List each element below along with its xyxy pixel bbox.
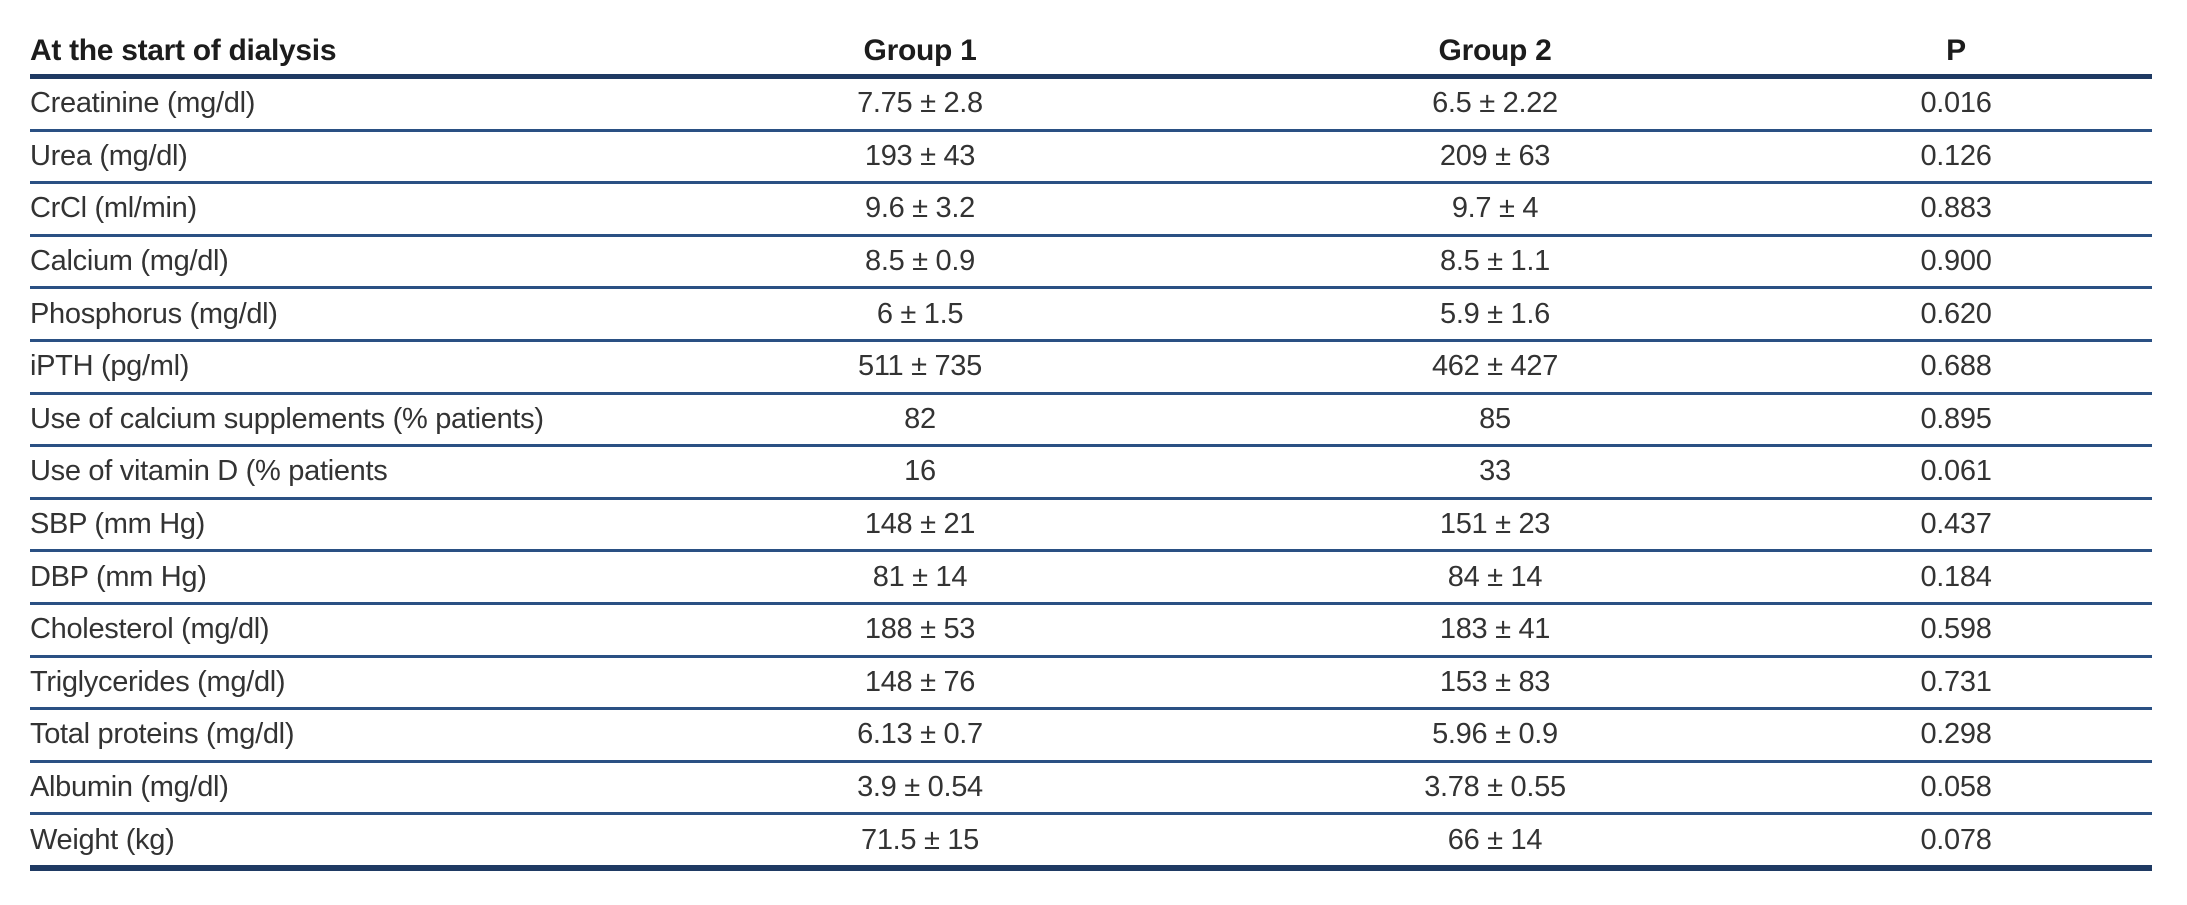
column-header-group2: Group 2	[1438, 34, 1552, 67]
group2-value: 462 ± 427	[1431, 350, 1559, 383]
table-row: Use of vitamin D (% patients 16 33 0.061	[30, 447, 2152, 500]
group2-value: 66 ± 14	[1447, 823, 1543, 856]
group2-value: 8.5 ± 1.1	[1440, 245, 1550, 278]
group2-value: 153 ± 83	[1439, 665, 1551, 698]
column-header-p-value: P	[1946, 34, 1966, 67]
table-header-row: At the start of dialysis Group 1 Group 2…	[30, 16, 2152, 79]
row-label: Albumin (mg/dl)	[30, 771, 229, 804]
group2-value: 3.78 ± 0.55	[1424, 771, 1566, 804]
table-row: Weight (kg) 71.5 ± 15 66 ± 14 0.078	[30, 815, 2152, 871]
group1-value: 82	[904, 402, 936, 435]
table-row: DBP (mm Hg) 81 ± 14 84 ± 14 0.184	[30, 552, 2152, 605]
group1-value: 6 ± 1.5	[876, 297, 964, 330]
group1-value: 193 ± 43	[864, 139, 976, 172]
group1-value: 148 ± 21	[864, 508, 976, 541]
group2-value: 151 ± 23	[1439, 508, 1551, 541]
row-label: CrCl (ml/min)	[30, 192, 197, 225]
row-label: Calcium (mg/dl)	[30, 245, 229, 278]
column-header-group1: Group 1	[863, 34, 977, 67]
table-body: Creatinine (mg/dl) 7.75 ± 2.8 6.5 ± 2.22 0.…	[30, 79, 2152, 871]
group2-value: 5.96 ± 0.9	[1432, 718, 1558, 751]
p-value: 0.437	[1920, 508, 1992, 541]
p-value: 0.620	[1920, 297, 1992, 330]
group2-value: 85	[1479, 402, 1511, 435]
p-value: 0.731	[1920, 665, 1992, 698]
table-row: Triglycerides (mg/dl) 148 ± 76 153 ± 83 0.7…	[30, 658, 2152, 711]
table-row: SBP (mm Hg) 148 ± 21 151 ± 23 0.437	[30, 500, 2152, 553]
group1-value: 8.5 ± 0.9	[865, 245, 975, 278]
p-value: 0.184	[1920, 560, 1992, 593]
p-value: 0.298	[1920, 718, 1992, 751]
table-row: Urea (mg/dl) 193 ± 43 209 ± 63 0.126	[30, 132, 2152, 185]
p-value: 0.058	[1920, 771, 1992, 804]
dialysis-baseline-table: At the start of dialysis Group 1 Group 2…	[30, 16, 2152, 871]
group1-value: 148 ± 76	[864, 665, 976, 698]
table-row: Phosphorus (mg/dl) 6 ± 1.5 5.9 ± 1.6 0.620	[30, 289, 2152, 342]
p-value: 0.061	[1920, 455, 1992, 488]
group1-value: 511 ± 735	[858, 350, 982, 383]
group1-value: 6.13 ± 0.7	[857, 718, 983, 751]
group1-value: 9.6 ± 3.2	[865, 192, 975, 225]
group2-value: 183 ± 41	[1439, 613, 1551, 646]
table-row: Calcium (mg/dl) 8.5 ± 0.9 8.5 ± 1.1 0.900	[30, 237, 2152, 290]
group1-value: 71.5 ± 15	[860, 823, 980, 856]
row-label: Use of calcium supplements (% patients)	[30, 402, 544, 435]
group1-value: 81 ± 14	[872, 560, 968, 593]
p-value: 0.900	[1920, 245, 1992, 278]
row-label: SBP (mm Hg)	[30, 508, 206, 541]
p-value: 0.598	[1920, 613, 1992, 646]
row-label: Triglycerides (mg/dl)	[30, 665, 286, 698]
row-label: DBP (mm Hg)	[30, 560, 207, 593]
p-value: 0.895	[1920, 402, 1992, 435]
table-row: iPTH (pg/ml) 511 ± 735 462 ± 427 0.688	[30, 342, 2152, 395]
group1-value: 16	[904, 455, 936, 488]
group1-value: 3.9 ± 0.54	[857, 771, 983, 804]
table-row: Albumin (mg/dl) 3.9 ± 0.54 3.78 ± 0.55 0.05…	[30, 763, 2152, 816]
table-row: Cholesterol (mg/dl) 188 ± 53 183 ± 41 0.598	[30, 605, 2152, 658]
p-value: 0.126	[1920, 139, 1992, 172]
group2-value: 209 ± 63	[1439, 139, 1551, 172]
group2-value: 84 ± 14	[1447, 560, 1543, 593]
table-row: Total proteins (mg/dl) 6.13 ± 0.7 5.96 ± 0…	[30, 710, 2152, 763]
group1-value: 7.75 ± 2.8	[857, 87, 983, 120]
row-label: Cholesterol (mg/dl)	[30, 613, 270, 646]
group2-value: 9.7 ± 4	[1451, 192, 1539, 225]
table-row: CrCl (ml/min) 9.6 ± 3.2 9.7 ± 4 0.883	[30, 184, 2152, 237]
p-value: 0.883	[1920, 192, 1992, 225]
row-label: iPTH (pg/ml)	[30, 350, 190, 383]
p-value: 0.078	[1920, 823, 1992, 856]
column-header-parameter: At the start of dialysis	[30, 34, 337, 67]
row-label: Phosphorus (mg/dl)	[30, 297, 278, 330]
table-row: Use of calcium supplements (% patients) 8…	[30, 395, 2152, 448]
row-label: Use of vitamin D (% patients	[30, 455, 388, 488]
table-row: Creatinine (mg/dl) 7.75 ± 2.8 6.5 ± 2.22 0.…	[30, 79, 2152, 132]
group1-value: 188 ± 53	[864, 613, 976, 646]
group2-value: 6.5 ± 2.22	[1432, 87, 1558, 120]
row-label: Urea (mg/dl)	[30, 139, 188, 172]
row-label: Creatinine (mg/dl)	[30, 87, 256, 120]
group2-value: 5.9 ± 1.6	[1440, 297, 1550, 330]
row-label: Total proteins (mg/dl)	[30, 718, 295, 751]
p-value: 0.016	[1920, 87, 1992, 120]
group2-value: 33	[1479, 455, 1511, 488]
row-label: Weight (kg)	[30, 823, 175, 856]
p-value: 0.688	[1920, 350, 1992, 383]
